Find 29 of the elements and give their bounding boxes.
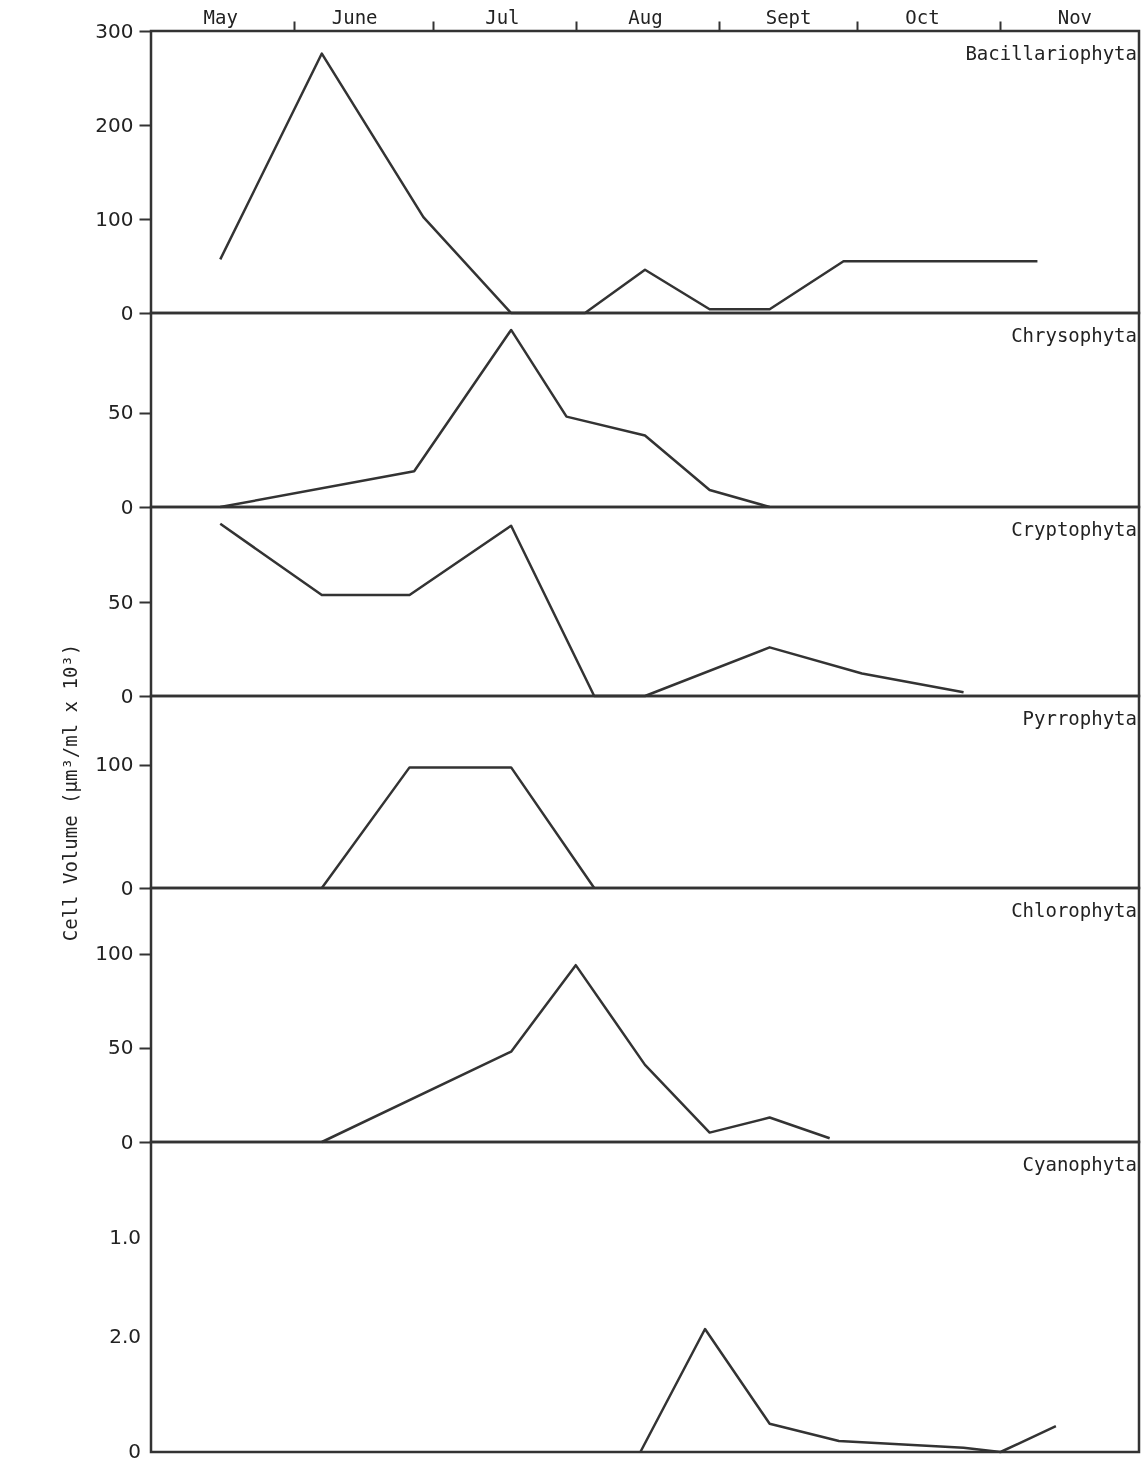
y-tick-label: 0 bbox=[120, 300, 134, 325]
text: Chlorophyta bbox=[1011, 899, 1137, 921]
y-tick-label: 50 bbox=[108, 1035, 134, 1060]
text: Pyrrophyta bbox=[1022, 707, 1137, 729]
x-tick-label: Aug bbox=[628, 5, 663, 28]
y-axis-title: Cell Volume (µm³/ml x 10³) bbox=[59, 643, 82, 942]
y-tick-label: 300 bbox=[95, 18, 134, 43]
x-tick-label: Sept bbox=[765, 5, 812, 28]
y-tick-label: 0 bbox=[120, 683, 134, 708]
y-tick-label: 100 bbox=[95, 206, 134, 231]
text: Chrysophyta bbox=[1011, 324, 1137, 346]
x-tick-label: May bbox=[203, 5, 238, 28]
x-tick-label: June bbox=[331, 5, 378, 28]
x-tick-label: Oct bbox=[905, 5, 940, 28]
text: 2.0 bbox=[109, 1323, 141, 1348]
x-tick-label: Nov bbox=[1057, 5, 1093, 28]
y-tick-label: 200 bbox=[95, 112, 134, 137]
text: 1.0 bbox=[109, 1224, 141, 1249]
text: Bacillariophyta bbox=[965, 42, 1137, 64]
y-tick-label: 50 bbox=[108, 400, 134, 425]
text: Cryptophyta bbox=[1011, 518, 1137, 540]
y-tick-label: 50 bbox=[108, 589, 134, 614]
y-tick-label: 0 bbox=[120, 1129, 134, 1154]
y-tick-label: 0 bbox=[120, 494, 134, 519]
y-tick-label: 100 bbox=[95, 941, 134, 966]
text: Cyanophyta bbox=[1022, 1153, 1137, 1175]
y-tick-label: 0 bbox=[120, 875, 134, 900]
y-tick-label: 100 bbox=[95, 752, 134, 777]
x-tick-label: Jul bbox=[485, 5, 520, 28]
